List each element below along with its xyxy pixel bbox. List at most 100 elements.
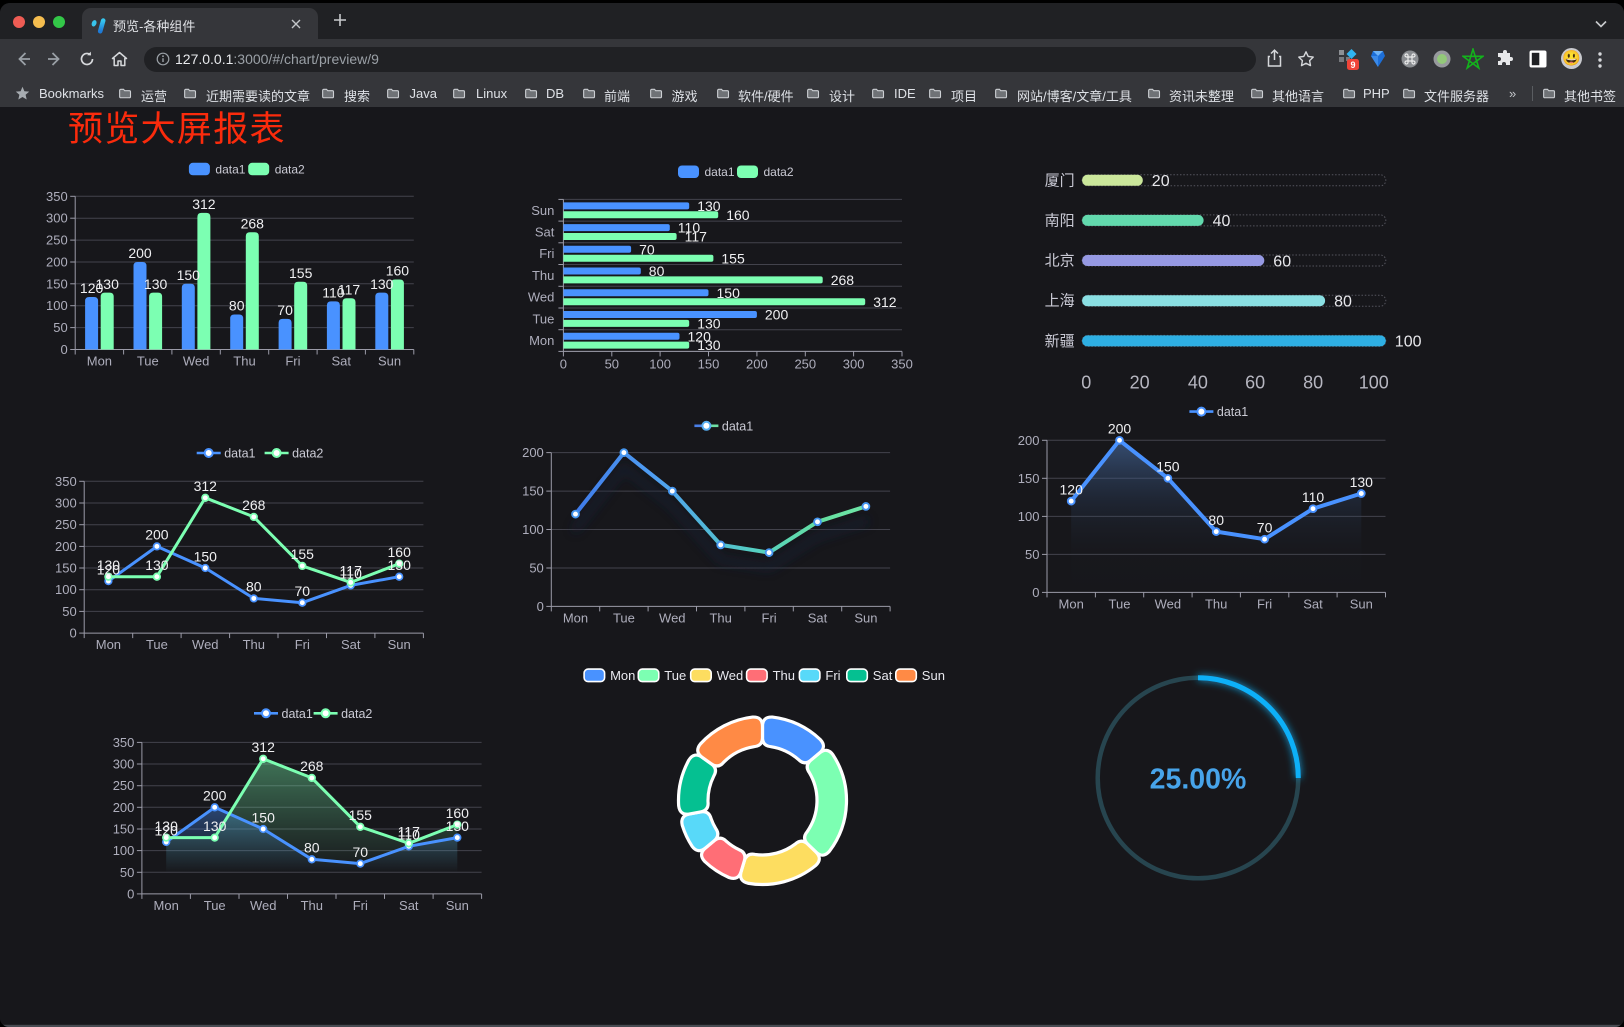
svg-text:110: 110 — [678, 220, 701, 236]
svg-text:Sat: Sat — [399, 898, 419, 913]
svg-text:Sat: Sat — [808, 610, 828, 625]
svg-text:Fri: Fri — [1257, 596, 1272, 611]
svg-text:Wed: Wed — [192, 637, 219, 652]
svg-text:Tue: Tue — [664, 668, 686, 683]
svg-text:Thu: Thu — [233, 354, 255, 369]
svg-text:130: 130 — [370, 276, 394, 292]
svg-text:厦门: 厦门 — [1045, 172, 1075, 189]
svg-text:Wed: Wed — [183, 354, 210, 369]
svg-text:250: 250 — [794, 356, 816, 371]
svg-text:Sat: Sat — [535, 225, 555, 240]
svg-text:250: 250 — [113, 778, 135, 793]
svg-text:9: 9 — [1350, 60, 1355, 70]
svg-text:Sat: Sat — [331, 354, 351, 369]
svg-text:312: 312 — [252, 739, 276, 755]
svg-text:350: 350 — [891, 356, 913, 371]
svg-text:Wed: Wed — [659, 610, 686, 625]
svg-text:25.00%: 25.00% — [1150, 764, 1247, 796]
svg-text:50: 50 — [120, 865, 134, 880]
svg-text:130: 130 — [145, 557, 169, 573]
svg-text:130: 130 — [1350, 474, 1374, 490]
svg-text:data1: data1 — [224, 447, 255, 461]
svg-text:120: 120 — [80, 280, 104, 296]
svg-text:Thu: Thu — [243, 637, 265, 652]
svg-text:150: 150 — [113, 822, 135, 837]
svg-text:data1: data1 — [705, 165, 735, 179]
svg-text:data2: data2 — [292, 447, 323, 461]
svg-text:100: 100 — [1018, 509, 1040, 524]
svg-text:Fri: Fri — [295, 637, 310, 652]
svg-text:40: 40 — [1213, 213, 1231, 230]
svg-text:50: 50 — [53, 320, 67, 335]
svg-text:data1: data1 — [215, 162, 245, 176]
svg-text:Sun: Sun — [388, 637, 411, 652]
svg-text:268: 268 — [241, 215, 265, 231]
svg-text:80: 80 — [229, 298, 245, 314]
svg-text:data1: data1 — [282, 707, 313, 721]
svg-text:268: 268 — [831, 272, 855, 288]
svg-text:350: 350 — [55, 474, 77, 489]
svg-text:150: 150 — [46, 276, 68, 291]
svg-text:Fri: Fri — [762, 610, 777, 625]
svg-text:Fri: Fri — [353, 898, 368, 913]
svg-text:100: 100 — [113, 843, 135, 858]
svg-text:Fri: Fri — [825, 668, 840, 683]
svg-text:130: 130 — [697, 316, 721, 332]
svg-text:data1: data1 — [722, 419, 753, 433]
svg-text:160: 160 — [726, 207, 750, 223]
svg-text:160: 160 — [446, 805, 470, 821]
svg-text:120: 120 — [1060, 481, 1084, 497]
svg-text:110: 110 — [398, 827, 421, 843]
svg-text:300: 300 — [113, 757, 135, 772]
svg-text:150: 150 — [177, 267, 201, 283]
svg-text:200: 200 — [113, 800, 135, 815]
svg-text:130: 130 — [388, 557, 412, 573]
svg-text:130: 130 — [203, 818, 227, 834]
svg-text:80: 80 — [1303, 373, 1323, 393]
svg-text:Wed: Wed — [1155, 596, 1182, 611]
svg-text:Tue: Tue — [137, 354, 159, 369]
svg-text:100: 100 — [55, 582, 77, 597]
svg-text:110: 110 — [340, 566, 363, 582]
svg-text:268: 268 — [242, 497, 266, 513]
svg-text:50: 50 — [605, 356, 619, 371]
svg-text:0: 0 — [69, 626, 76, 641]
svg-text:300: 300 — [46, 211, 68, 226]
svg-text:250: 250 — [55, 517, 77, 532]
svg-text:250: 250 — [46, 233, 68, 248]
svg-text:Thu: Thu — [1205, 596, 1227, 611]
svg-text:312: 312 — [873, 294, 897, 310]
svg-text:Wed: Wed — [528, 290, 555, 305]
svg-text:150: 150 — [698, 356, 720, 371]
svg-text:Sat: Sat — [1303, 596, 1323, 611]
svg-text:北京: 北京 — [1045, 253, 1075, 270]
svg-text:50: 50 — [62, 604, 76, 619]
svg-text:Tue: Tue — [146, 637, 168, 652]
svg-text:160: 160 — [388, 544, 412, 560]
svg-text:120: 120 — [688, 328, 712, 344]
svg-text:200: 200 — [145, 527, 169, 543]
svg-text:50: 50 — [1025, 547, 1039, 562]
svg-text:Mon: Mon — [87, 354, 112, 369]
svg-text:Sun: Sun — [1350, 596, 1373, 611]
svg-text:200: 200 — [1018, 433, 1040, 448]
svg-text:data2: data2 — [275, 162, 305, 176]
svg-text:Mon: Mon — [96, 637, 121, 652]
svg-text:20: 20 — [1130, 373, 1150, 393]
svg-text:Sun: Sun — [378, 354, 401, 369]
svg-text:Sat: Sat — [341, 637, 361, 652]
svg-text:Mon: Mon — [529, 333, 554, 348]
svg-text:Sun: Sun — [531, 203, 554, 218]
svg-text:Mon: Mon — [1059, 596, 1084, 611]
svg-text:Thu: Thu — [709, 610, 731, 625]
svg-text:130: 130 — [155, 818, 179, 834]
svg-text:Tue: Tue — [1109, 596, 1131, 611]
svg-text:70: 70 — [295, 583, 311, 599]
svg-text:Thu: Thu — [301, 898, 323, 913]
svg-text:新疆: 新疆 — [1045, 333, 1075, 350]
svg-text:Mon: Mon — [610, 668, 635, 683]
svg-text:data2: data2 — [764, 165, 794, 179]
svg-text:130: 130 — [97, 557, 121, 573]
svg-text:100: 100 — [1395, 334, 1422, 351]
svg-text:data2: data2 — [341, 707, 372, 721]
